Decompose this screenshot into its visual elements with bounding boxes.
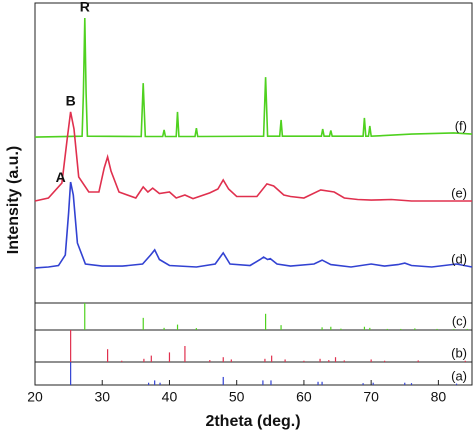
x-tick-label: 30 [94, 389, 110, 405]
xrd-curve [34, 111, 472, 202]
series-label: (e) [451, 185, 467, 200]
x-axis-label: 2theta (deg.) [205, 413, 300, 430]
pattern-label: (a) [451, 368, 467, 383]
y-axis-label: Intensity (a.u.) [5, 146, 22, 254]
plot-frame [34, 2, 473, 386]
xrd-curve [34, 181, 473, 269]
peak-label: B [66, 93, 76, 109]
series-label: (d) [451, 251, 467, 266]
pattern-label: (c) [452, 313, 467, 328]
xrd-curve [34, 17, 473, 138]
x-tick-label: 20 [27, 389, 43, 405]
series-label: (f) [455, 119, 467, 134]
x-tick-label: 70 [363, 389, 379, 405]
peak-label: A [56, 169, 66, 185]
x-tick-label: 50 [229, 389, 245, 405]
x-tick-label: 40 [162, 389, 178, 405]
pattern-label: (b) [451, 345, 467, 360]
x-tick-label: 80 [431, 389, 447, 405]
x-tick-label: 60 [296, 389, 312, 405]
peak-label: R [80, 0, 90, 15]
